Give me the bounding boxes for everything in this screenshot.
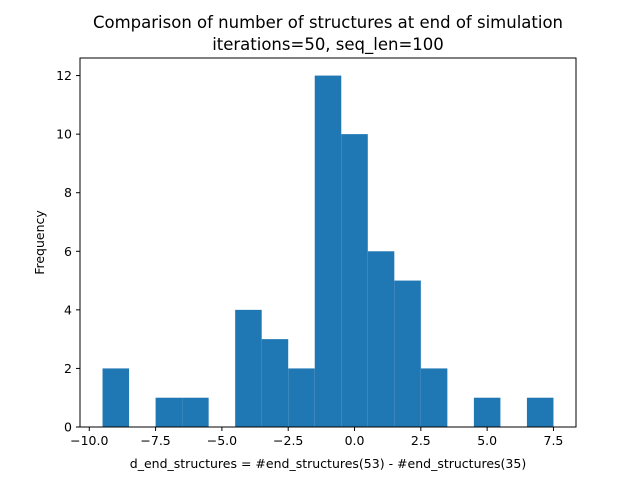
histogram-bar — [261, 339, 289, 427]
y-tick-label: 4 — [64, 302, 72, 317]
chart-title: Comparison of number of structures at en… — [93, 13, 563, 55]
x-tick-label: −7.5 — [140, 433, 170, 448]
histogram-bar — [235, 309, 262, 427]
histogram-bar — [367, 251, 395, 427]
y-tick-label: 0 — [64, 420, 72, 435]
histogram-bar — [341, 134, 368, 427]
chart-title-line: Comparison of number of structures at en… — [93, 13, 563, 32]
x-tick-label: 5.0 — [477, 433, 497, 448]
histogram-bar — [314, 75, 342, 428]
y-tick-label: 12 — [56, 68, 72, 83]
histogram-bar — [420, 368, 448, 427]
histogram-bar — [394, 280, 421, 427]
chart-title-line: iterations=50, seq_len=100 — [212, 35, 444, 55]
y-tick-label: 6 — [64, 244, 72, 259]
y-tick-label: 8 — [64, 185, 72, 200]
histogram-bar — [288, 368, 315, 427]
histogram-bar — [526, 397, 554, 427]
x-axis-ticks: −10.0 −7.5 −5.0 −2.5 0.0 2.5 5.0 7.5 — [70, 427, 563, 448]
x-tick-label: 2.5 — [411, 433, 431, 448]
x-axis-label: d_end_structures = #end_structures(53) -… — [130, 456, 526, 471]
x-tick-label: 0.0 — [345, 433, 365, 448]
x-tick-label: −5.0 — [207, 433, 237, 448]
histogram-bar — [102, 368, 130, 427]
histogram-bar — [182, 397, 209, 427]
x-tick-label: 7.5 — [544, 433, 564, 448]
axes-frame — [79, 57, 577, 428]
y-axis-ticks: 0 2 4 6 8 10 12 — [56, 68, 80, 435]
y-axis-label: Frequency — [32, 210, 47, 275]
histogram-bars — [102, 75, 554, 428]
histogram-bar — [473, 397, 501, 427]
histogram-bar — [155, 397, 183, 427]
y-tick-label: 10 — [56, 127, 72, 142]
x-tick-label: −2.5 — [273, 433, 303, 448]
y-tick-label: 2 — [64, 361, 72, 376]
x-tick-label: −10.0 — [70, 433, 108, 448]
